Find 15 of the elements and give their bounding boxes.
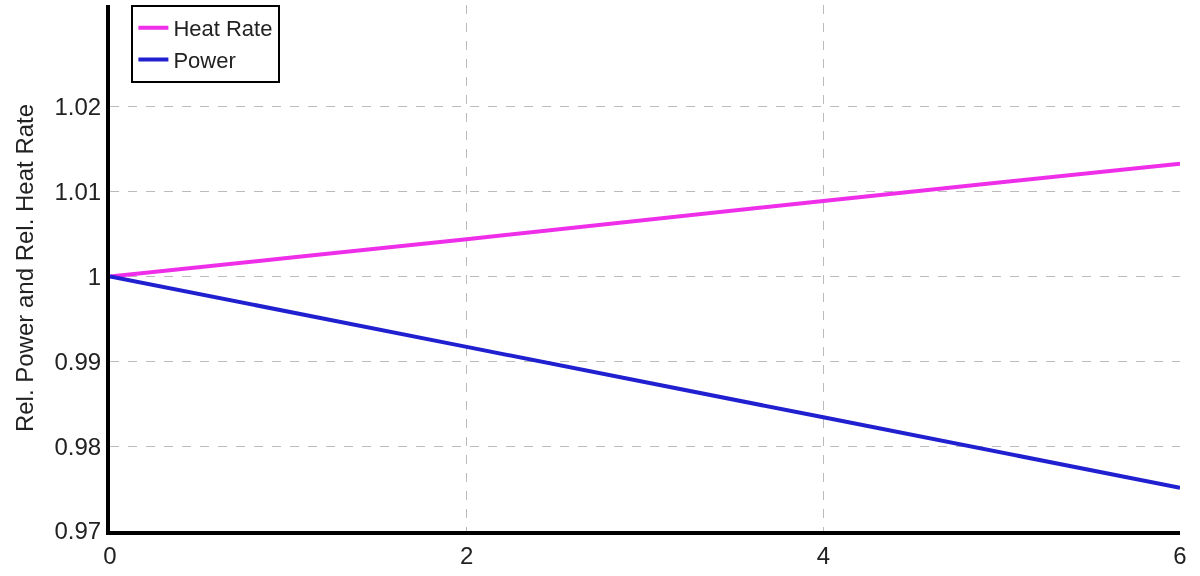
x-tick-label: 0 xyxy=(103,541,117,569)
line-series xyxy=(110,161,1180,279)
y-tick-label: 0.99 xyxy=(54,347,102,375)
y-tick-label: 1.01 xyxy=(54,178,102,206)
line-series xyxy=(110,274,1180,490)
y-tick-label: 1.02 xyxy=(54,93,102,121)
x-tick-label: 4 xyxy=(816,541,831,569)
legend-label: Heat Rate xyxy=(173,16,273,42)
y-tick-label: 1 xyxy=(87,262,102,290)
y-axis-title: Rel. Power and Rel. Heat Rate xyxy=(11,103,39,433)
x-tick-label: 6 xyxy=(1173,541,1187,569)
y-tick-label: 0.98 xyxy=(54,432,102,460)
x-tick-label: 2 xyxy=(459,541,474,569)
y-tick-label: 0.97 xyxy=(54,517,102,545)
legend-label: Power xyxy=(173,47,236,73)
